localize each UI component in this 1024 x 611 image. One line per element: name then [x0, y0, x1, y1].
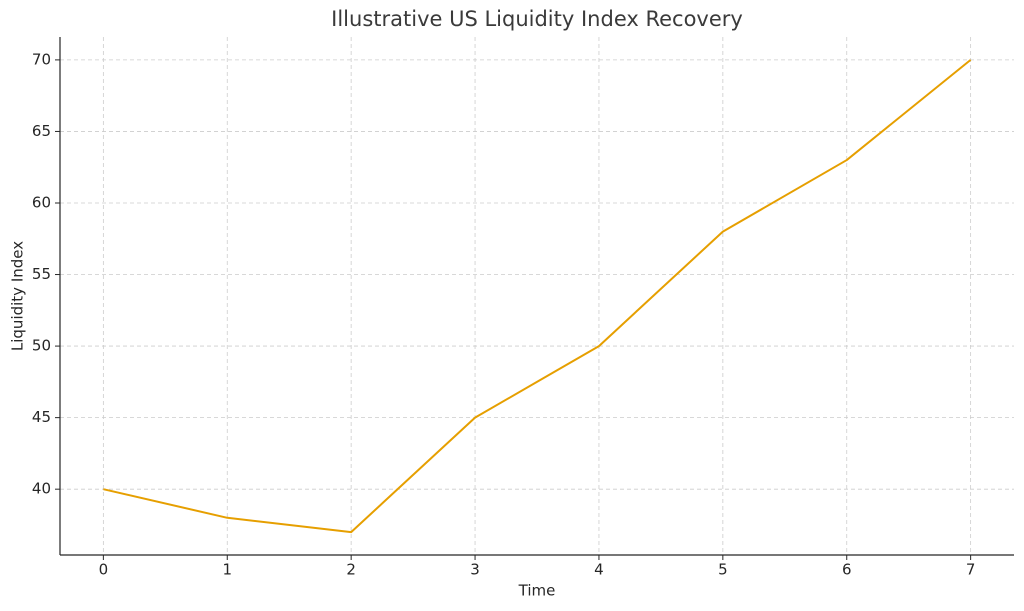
y-axis-label: Liquidity Index [9, 241, 27, 351]
x-axis-label: Time [518, 582, 556, 600]
x-tick-label: 0 [99, 561, 109, 579]
y-tick-label: 55 [32, 265, 51, 283]
x-tick-label: 7 [966, 561, 976, 579]
x-tick-label: 4 [594, 561, 604, 579]
y-tick-label: 65 [32, 122, 51, 140]
x-tick-label: 5 [718, 561, 728, 579]
x-tick-label: 2 [346, 561, 356, 579]
x-tick-label: 1 [222, 561, 232, 579]
x-tick-label: 6 [842, 561, 852, 579]
y-tick-label: 45 [32, 408, 51, 426]
line-series [103, 59, 972, 534]
y-tick-label: 50 [32, 337, 51, 355]
x-tick-label: 3 [470, 561, 480, 579]
y-tick-label: 60 [32, 193, 51, 211]
y-tick-label: 70 [32, 50, 51, 68]
y-tick-label: 40 [32, 480, 51, 498]
chart-title: Illustrative US Liquidity Index Recovery [331, 7, 743, 31]
